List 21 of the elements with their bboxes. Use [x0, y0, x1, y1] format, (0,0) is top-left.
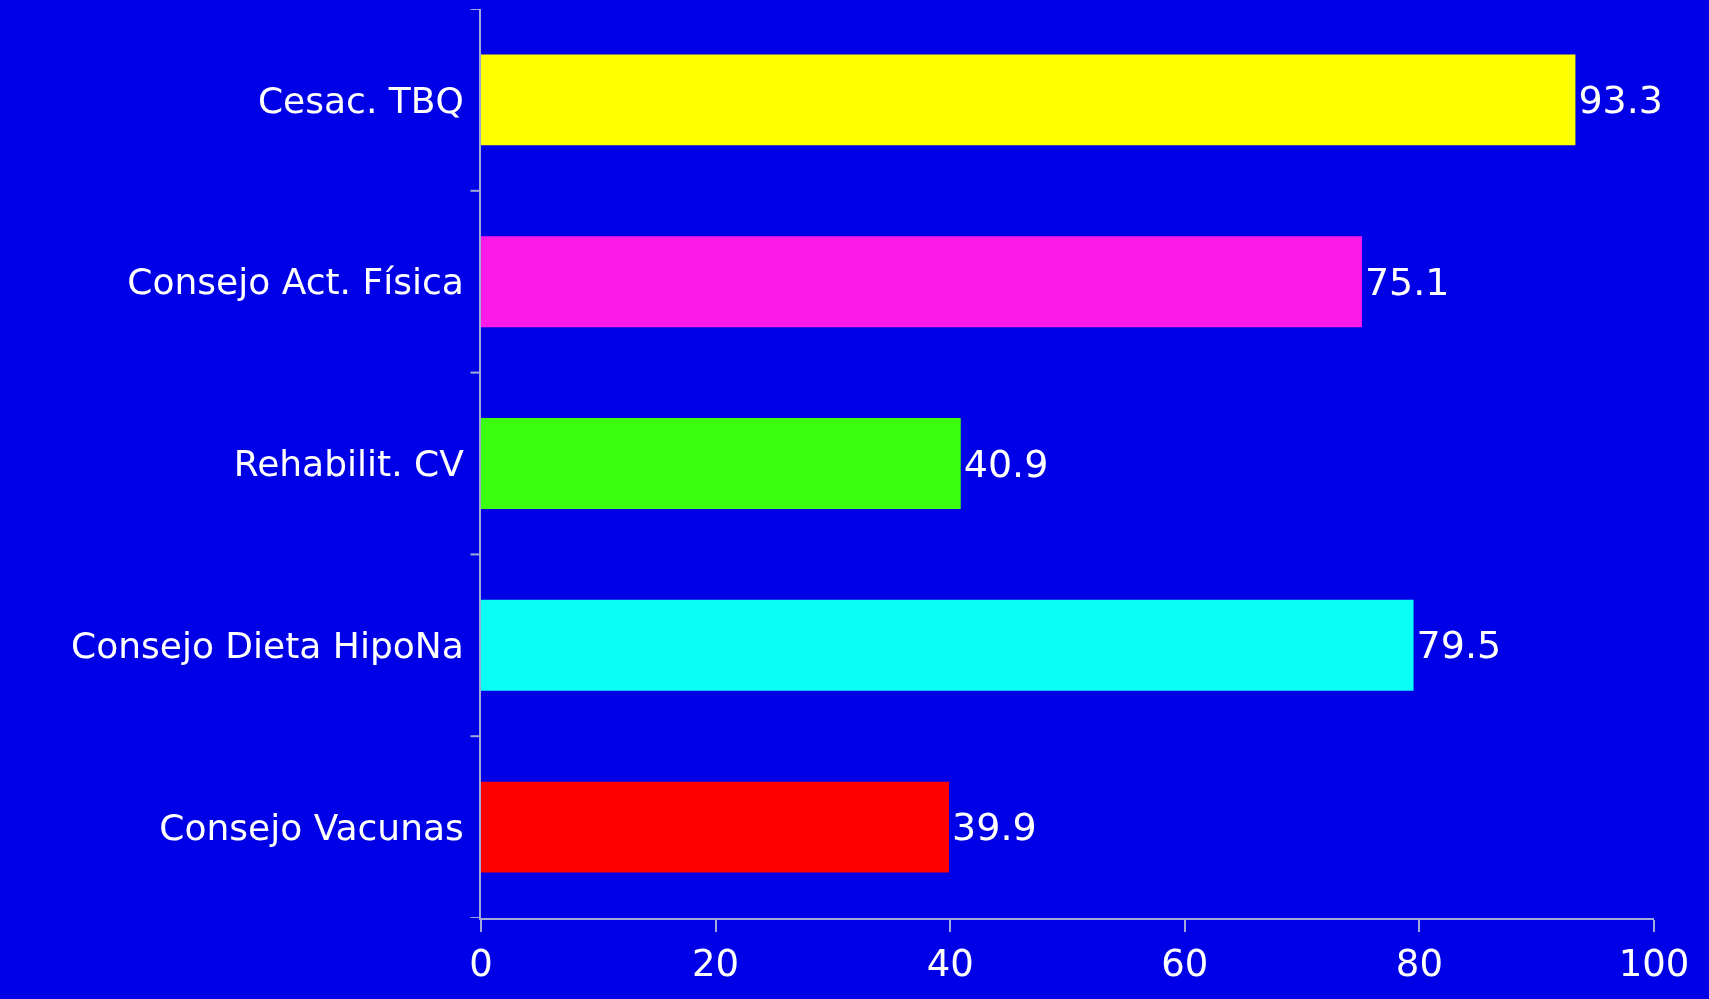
- x-tick-label: 80: [1395, 942, 1443, 986]
- y-tick-label: Rehabilit. CV: [233, 443, 465, 485]
- data-label: 75.1: [1364, 259, 1450, 304]
- data-label: 39.9: [952, 805, 1037, 850]
- bar: [481, 418, 961, 509]
- bar: [481, 781, 950, 873]
- x-tick-label: 60: [1161, 942, 1209, 986]
- x-tick-label: 20: [692, 942, 740, 986]
- bar: [481, 236, 1362, 328]
- x-tick-label: 0: [469, 942, 493, 986]
- y-tick-label: Consejo Vacunas: [159, 806, 464, 848]
- data-label: 93.3: [1578, 77, 1664, 122]
- bar: [481, 54, 1576, 146]
- x-tick-label: 100: [1618, 942, 1690, 986]
- data-label: 40.9: [963, 441, 1049, 486]
- y-tick-label: Consejo Dieta HipoNa: [71, 624, 464, 666]
- bar: [481, 599, 1414, 691]
- y-tick-label: Cesac. TBQ: [257, 79, 464, 121]
- data-label: 79.5: [1416, 623, 1502, 668]
- x-tick-label: 40: [926, 942, 974, 986]
- y-tick-label: Consejo Act. Física: [127, 261, 464, 303]
